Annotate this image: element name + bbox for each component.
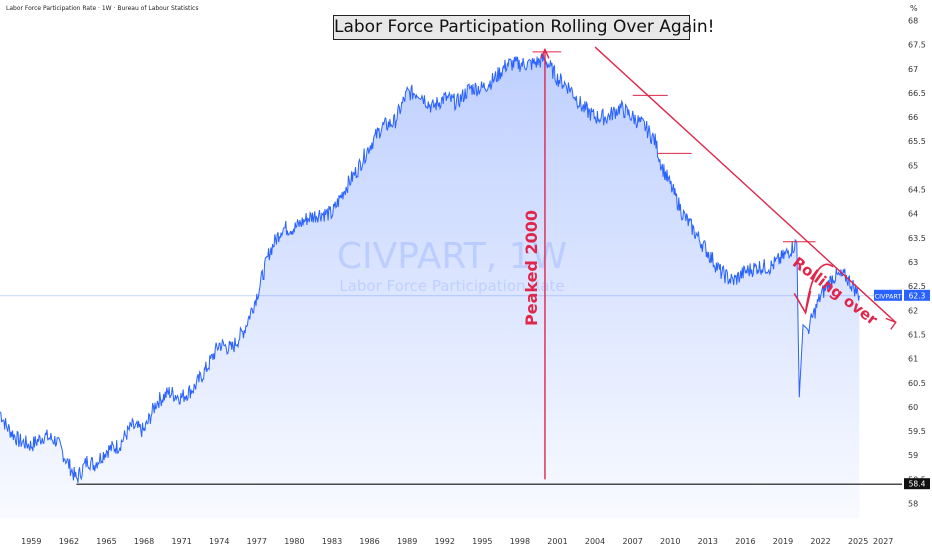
y-tick-label: 59 [908,451,918,460]
last-value-badge [904,289,930,301]
x-tick-label: 1968 [134,537,154,546]
downtrend-arrowhead [885,317,897,330]
watermark: CIVPART, 1W Labor Force Participation Ra… [337,236,567,295]
y-tick-label: 67 [908,65,918,74]
y-tick-label: 67.5 [908,41,926,50]
y-tick-label: 63.5 [908,234,926,243]
x-tick-label: 2022 [810,537,830,546]
x-tick-label: 1965 [96,537,116,546]
y-tick-label: 61 [908,355,918,364]
x-tick-label: 2016 [735,537,755,546]
symbol-badge [874,289,902,301]
y-tick-label: 58 [908,500,918,509]
x-tick-label: 1998 [510,537,530,546]
watermark-symbol: CIVPART, 1W [337,236,567,277]
y-tick-label: 66.5 [908,89,926,98]
y-axis: % 5858.55959.56060.56161.56262.56363.564… [908,4,926,509]
series-area-fill [0,53,860,519]
x-axis: 1959 1962 1965 1968 1971 1974 1977 1980 1983 1986… [21,537,893,546]
y-tick-label: 60 [908,403,918,412]
y-tick-label: 66 [908,113,918,122]
area-fill-layer [0,53,860,519]
symbol-badge-label: CIVPART [875,292,902,300]
y-tick-label: 62.5 [908,282,926,291]
x-tick-label: 1989 [397,537,417,546]
x-tick-label: 1971 [171,537,191,546]
x-tick-label: 2013 [698,537,718,546]
x-tick-label: 2004 [585,537,605,546]
x-tick-label: 2027 [873,537,893,546]
y-tick-label: 64.5 [908,186,926,195]
x-tick-label: 2019 [773,537,793,546]
y-tick-label: 62 [908,306,918,315]
price-lines [0,295,902,485]
x-tick-label: 1986 [359,537,379,546]
y-tick-label: 68 [908,16,918,25]
y-tick-label: 59.5 [908,427,926,436]
support-level-badge [904,478,930,490]
x-tick-label: 1980 [284,537,304,546]
x-tick-label: 2025 [848,537,868,546]
y-tick-label: 60.5 [908,379,926,388]
rolling-arrowhead [793,290,812,315]
x-tick-label: 1983 [322,537,342,546]
support-level-label: 58.4 [909,480,926,489]
series-line-layer [0,53,860,483]
annotation-peaked-2000: Peaked 2000 [522,210,541,326]
x-tick-label: 2001 [547,537,567,546]
y-tick-label: 61.5 [908,330,926,339]
y-axis-unit: % [910,4,918,13]
last-value-label: 62.3 [909,291,926,300]
x-tick-label: 1992 [435,537,455,546]
y-tick-label: 65.5 [908,137,926,146]
x-tick-label: 1974 [209,537,229,546]
x-tick-label: 1977 [247,537,267,546]
x-tick-label: 1995 [472,537,492,546]
x-tick-label: 1959 [21,537,41,546]
chart-title: Labor Force Participation Rolling Over A… [333,15,714,40]
peak-arrowhead [540,47,550,59]
x-tick-label: 1962 [59,537,79,546]
watermark-name: Labor Force Participation Rate [339,277,564,295]
chart-header: Labor Force Participation Rate · 1W · Bu… [6,5,199,12]
y-tick-label: 64 [908,210,918,219]
series-line-civpart [0,53,860,483]
x-tick-label: 2007 [622,537,642,546]
y-tick-label: 63 [908,258,918,267]
y-tick-label: 65 [908,161,918,170]
downtrend-line [594,46,897,323]
price-labels: CIVPART 62.3 58.4 [874,289,930,490]
x-tick-label: 2010 [660,537,680,546]
